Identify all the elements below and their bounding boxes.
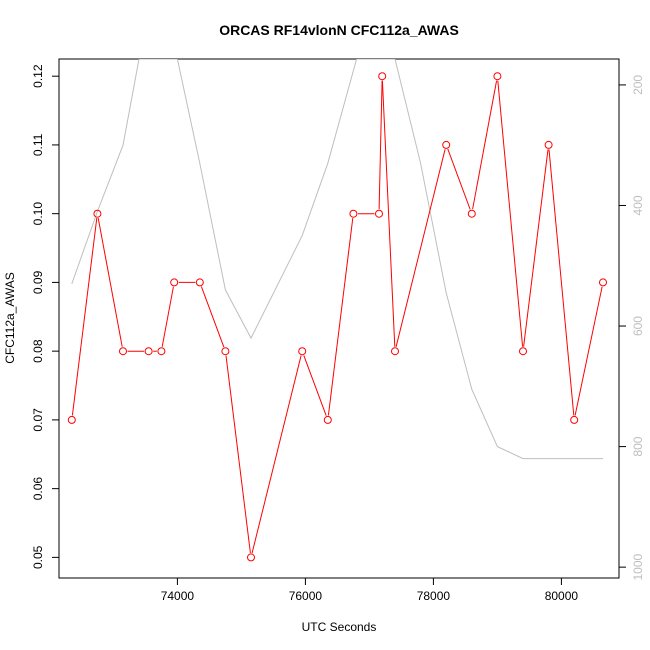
y2-tick-label: 1000 bbox=[631, 553, 645, 580]
data-point bbox=[119, 347, 127, 356]
data-point bbox=[170, 278, 179, 287]
x-tick-label: 74000 bbox=[161, 589, 195, 603]
data-point bbox=[157, 347, 166, 356]
data-point bbox=[93, 209, 102, 218]
y-tick-label: 0.05 bbox=[31, 545, 45, 569]
y-axis-label: CFC112a_AWAS bbox=[3, 272, 17, 364]
y-tick-label: 0.09 bbox=[31, 270, 45, 294]
y-tick-label: 0.12 bbox=[31, 64, 45, 88]
y-tick-label: 0.11 bbox=[31, 133, 45, 156]
series-segment bbox=[548, 149, 575, 416]
data-point bbox=[323, 415, 332, 424]
data-point bbox=[570, 415, 579, 424]
data-point bbox=[221, 347, 230, 356]
y-axis-left: 0.05 0.06 0.07 0.08 0.09 0.10 0.11 0.12 bbox=[31, 64, 59, 569]
series-segment bbox=[378, 80, 383, 210]
data-point bbox=[375, 209, 383, 218]
data-point bbox=[391, 347, 399, 356]
data-point bbox=[599, 278, 607, 287]
data-point bbox=[298, 347, 307, 356]
series-segment bbox=[251, 355, 302, 554]
data-point bbox=[467, 209, 476, 218]
y-tick-label: 0.07 bbox=[31, 408, 45, 432]
y-tick-label: 0.08 bbox=[31, 339, 45, 363]
series-segment bbox=[523, 149, 549, 347]
data-point bbox=[247, 553, 255, 562]
series-segment bbox=[327, 218, 354, 416]
y-axis-right: 200 400 600 800 1000 bbox=[619, 75, 645, 581]
x-axis-label: UTC Seconds bbox=[302, 620, 377, 634]
y-tick-label: 0.06 bbox=[31, 477, 45, 501]
x-tick-label: 78000 bbox=[417, 589, 451, 603]
series-segment bbox=[225, 355, 251, 553]
series-segment bbox=[200, 286, 225, 348]
series-segment bbox=[497, 80, 524, 347]
data-point bbox=[349, 209, 358, 218]
series-line-right-axis bbox=[71, 59, 603, 460]
x-tick-label: 80000 bbox=[545, 589, 579, 603]
y2-tick-label: 400 bbox=[631, 195, 645, 215]
series-segment bbox=[395, 149, 446, 347]
chart-title: ORCAS RF14vlonN CFC112a_AWAS bbox=[219, 22, 459, 38]
series-segment bbox=[381, 80, 396, 347]
x-axis: 74000 76000 78000 80000 bbox=[161, 578, 579, 603]
y2-tick-label: 800 bbox=[631, 436, 645, 456]
series-segment bbox=[472, 80, 498, 210]
data-point bbox=[493, 72, 502, 81]
series-segment bbox=[97, 218, 123, 347]
series-segment bbox=[447, 148, 471, 210]
series-layer bbox=[67, 59, 607, 562]
data-point bbox=[67, 415, 76, 424]
data-point bbox=[544, 140, 553, 149]
series-segment bbox=[71, 218, 98, 416]
data-point bbox=[378, 72, 387, 81]
series-segment bbox=[574, 286, 603, 416]
y2-tick-label: 600 bbox=[631, 316, 645, 336]
series-segment bbox=[303, 355, 327, 416]
y-tick-label: 0.10 bbox=[31, 202, 45, 226]
series-segment bbox=[161, 286, 174, 347]
y2-tick-label: 200 bbox=[631, 75, 645, 95]
data-point bbox=[519, 347, 527, 356]
plot-frame bbox=[58, 58, 620, 579]
data-point bbox=[144, 347, 153, 356]
data-point bbox=[442, 140, 451, 149]
x-tick-label: 76000 bbox=[289, 589, 323, 603]
data-point bbox=[195, 278, 204, 287]
